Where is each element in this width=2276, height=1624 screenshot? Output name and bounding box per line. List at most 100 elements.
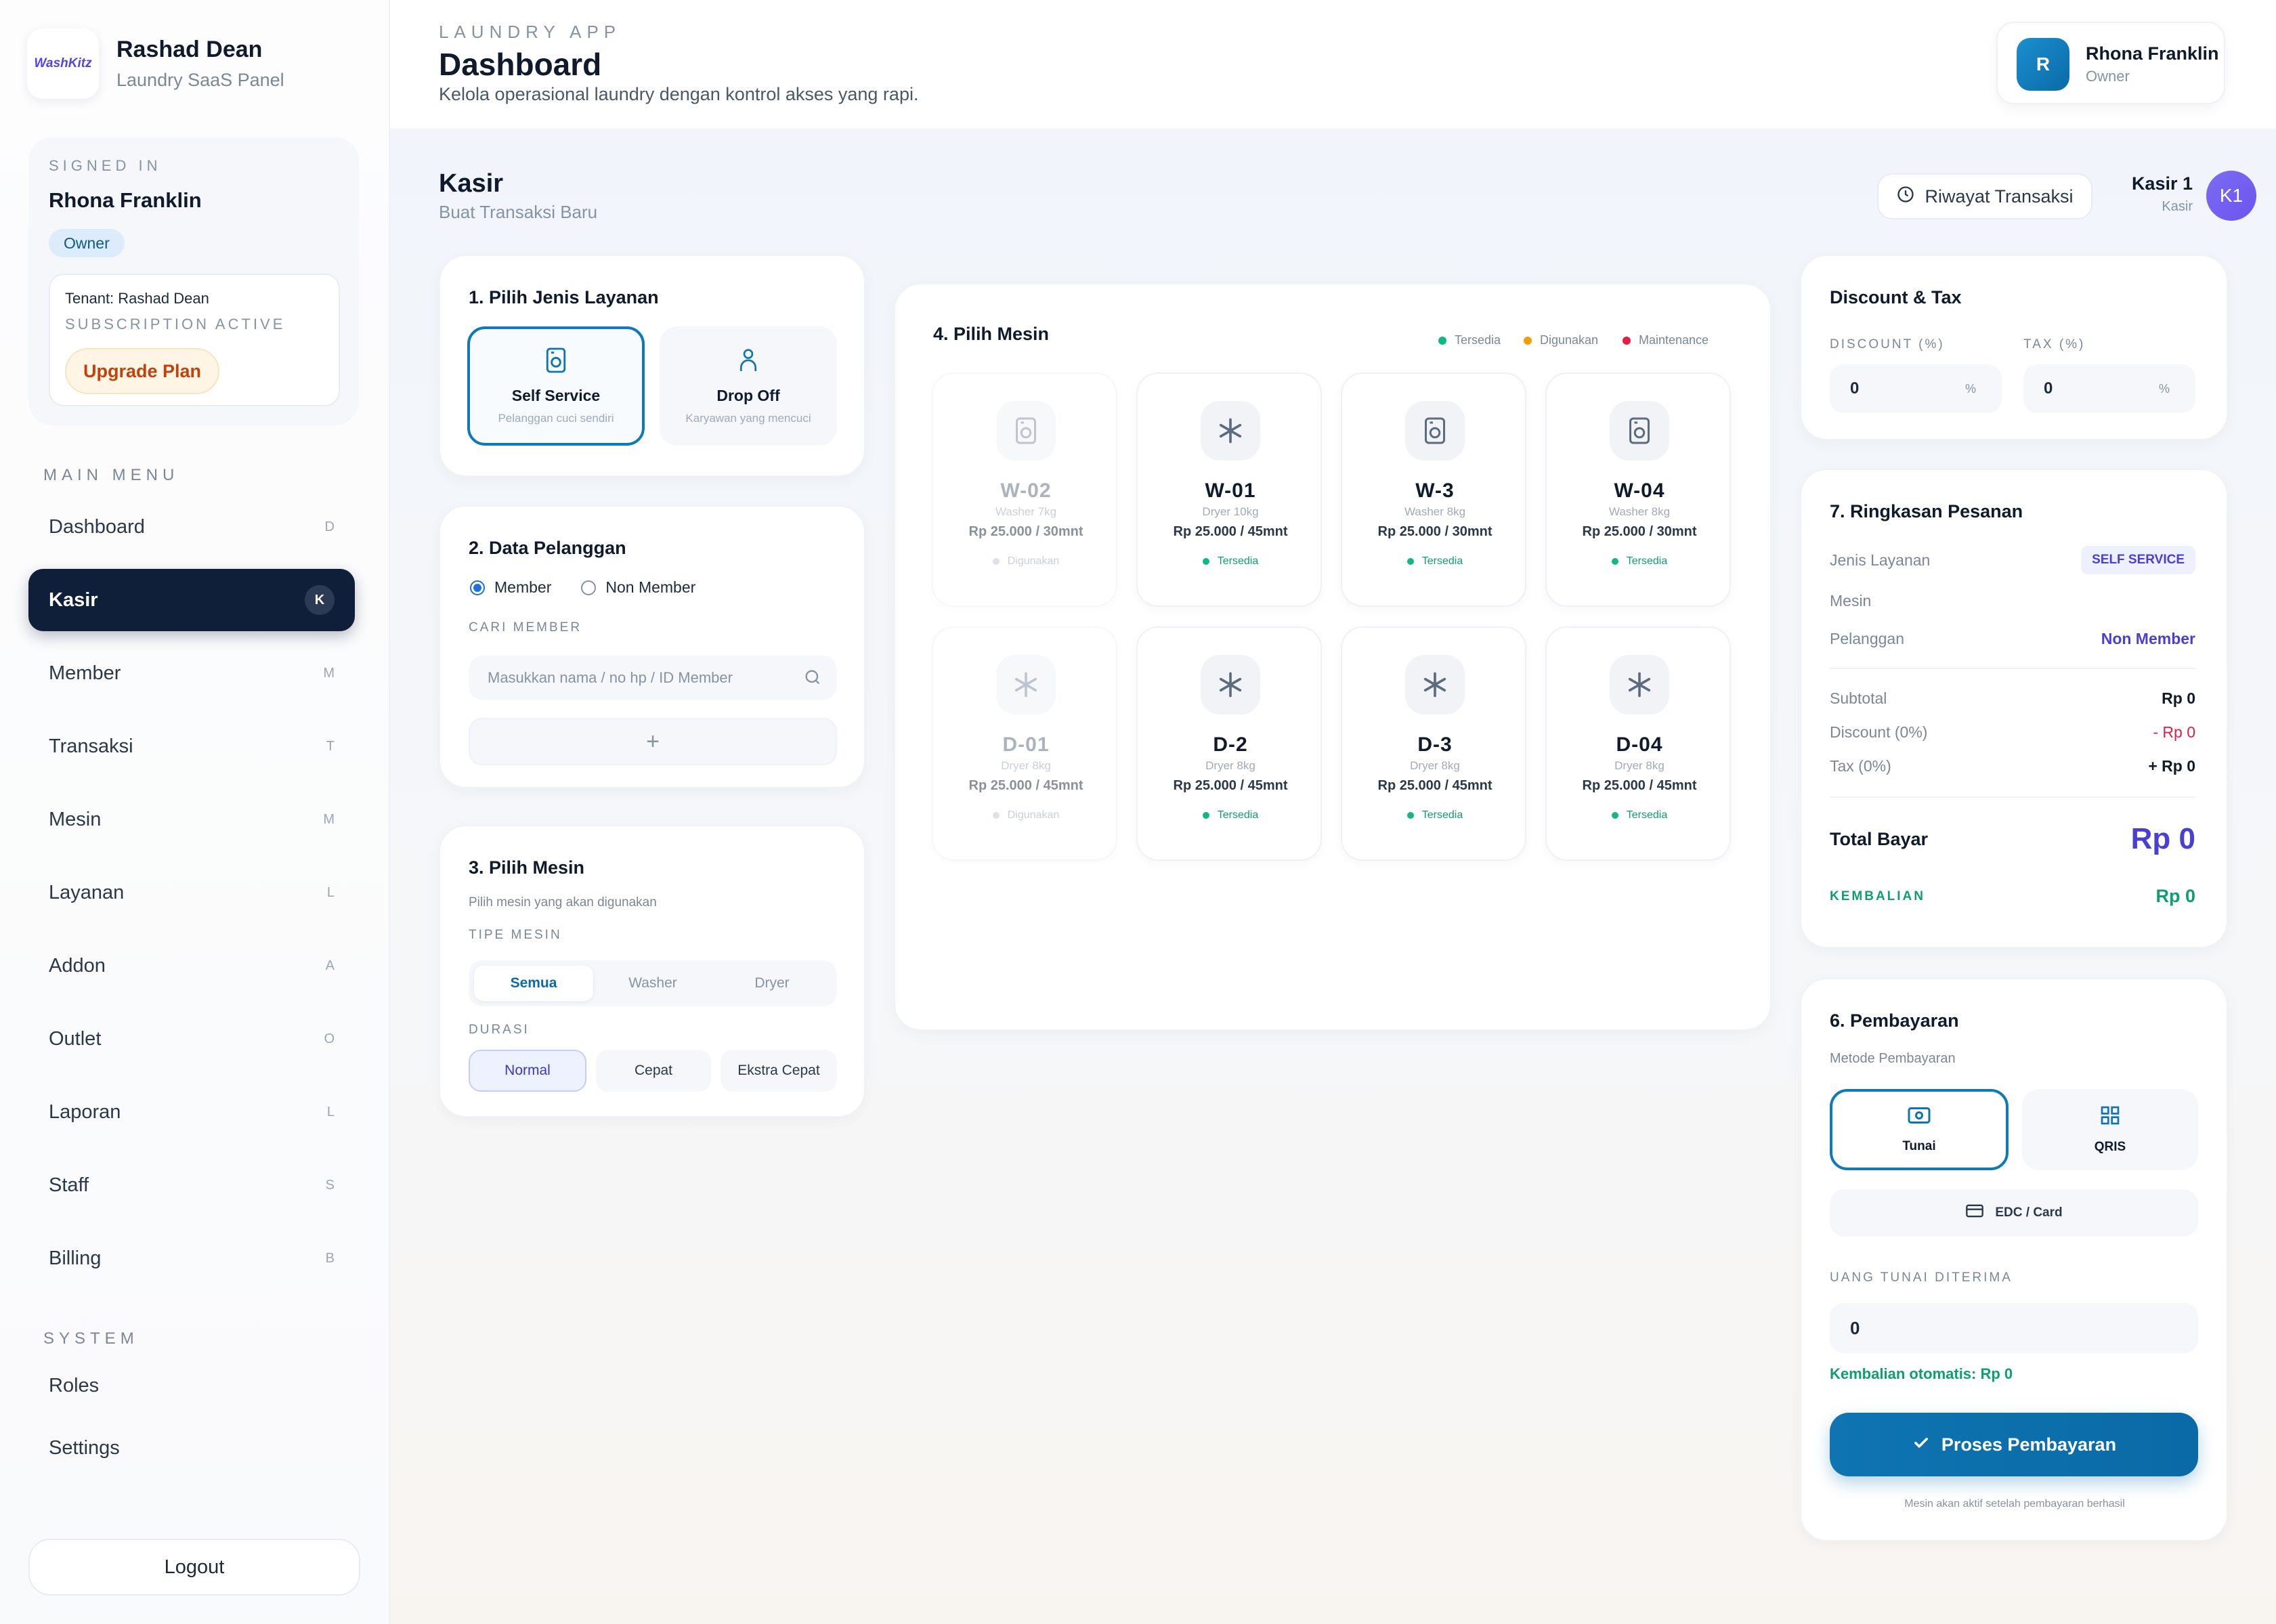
member-search-input[interactable]	[469, 656, 837, 700]
machine-card[interactable]: W-04 Washer 8kg Rp 25.000 / 30mnt Tersed…	[1545, 372, 1731, 607]
upgrade-plan-button[interactable]: Upgrade Plan	[65, 348, 219, 394]
card-title: Discount & Tax	[1830, 287, 1962, 307]
card-icon	[1965, 1203, 1984, 1222]
machine-spec: Dryer 8kg	[1001, 759, 1051, 772]
machine-price: Rp 25.000 / 30mnt	[1377, 524, 1493, 539]
service-option-drop-off[interactable]: Drop Off Karyawan yang mencuci	[660, 326, 837, 446]
machine-card[interactable]: D-04 Dryer 8kg Rp 25.000 / 45mnt Tersedi…	[1545, 626, 1731, 861]
machine-card[interactable]: W-01 Dryer 10kg Rp 25.000 / 45mnt Tersed…	[1136, 372, 1322, 607]
shortcut-key: D	[324, 519, 335, 534]
sidebar: WashKitz Rashad Dean Laundry SaaS Panel …	[0, 0, 390, 1624]
machine-card[interactable]: D-2 Dryer 8kg Rp 25.000 / 45mnt Tersedia	[1136, 626, 1322, 861]
dryer-icon	[1405, 655, 1465, 714]
user-menu[interactable]: R Rhona Franklin Owner	[1996, 22, 2225, 104]
sidebar-item-layanan[interactable]: Layanan L	[28, 861, 355, 924]
non-member-radio-label: Non Member	[605, 578, 696, 596]
cashier-avatar[interactable]: K1	[2206, 171, 2256, 221]
signed-in-name: Rhona Franklin	[49, 188, 202, 212]
brand: WashKitz Rashad Dean Laundry SaaS Panel	[27, 28, 284, 99]
machine-type-dryer[interactable]: Dryer	[754, 975, 790, 991]
change-value: Rp 0	[2155, 886, 2195, 906]
cash-received-input[interactable]: 0	[1830, 1303, 2198, 1353]
sidebar-item-label: Member	[49, 662, 121, 684]
summary-machine-row: Mesin	[1830, 592, 2195, 610]
sidebar-item-label: Layanan	[49, 881, 125, 903]
process-payment-button[interactable]: Proses Pembayaran	[1830, 1413, 2198, 1476]
duration-normal[interactable]: Normal	[469, 1050, 586, 1092]
machine-type-washer[interactable]: Washer	[628, 975, 677, 991]
service-description: Pelanggan cuci sendiri	[498, 412, 614, 425]
transaction-history-button[interactable]: Riwayat Transaksi	[1877, 173, 2092, 219]
tax-value: 0	[2044, 379, 2053, 398]
shortcut-key: L	[326, 884, 335, 900]
sidebar-item-label: Staff	[49, 1174, 89, 1196]
duration-extra-fast[interactable]: Ekstra Cepat	[721, 1050, 837, 1092]
machine-card[interactable]: D-3 Dryer 8kg Rp 25.000 / 45mnt Tersedia	[1341, 626, 1526, 861]
summary-label: Tax (0%)	[1830, 757, 1891, 775]
machine-status: Tersedia	[1138, 809, 1323, 821]
washer-icon	[544, 347, 567, 377]
logout-button[interactable]: Logout	[28, 1539, 360, 1596]
sidebar-item-addon[interactable]: Addon A	[28, 935, 355, 997]
check-icon	[1912, 1433, 1931, 1457]
sidebar-item-member[interactable]: Member M	[28, 642, 355, 704]
avatar: R	[2017, 38, 2069, 91]
service-description: Karyawan yang mencuci	[685, 412, 811, 425]
duration-label: DURASI	[469, 1023, 530, 1037]
machine-price: Rp 25.000 / 45mnt	[1173, 778, 1288, 793]
duration-fast[interactable]: Cepat	[596, 1050, 711, 1092]
machine-card[interactable]: W-3 Washer 8kg Rp 25.000 / 30mnt Tersedi…	[1341, 372, 1526, 607]
tax-input[interactable]: 0 %	[2023, 364, 2195, 413]
summary-value: + Rp 0	[2148, 757, 2195, 775]
sidebar-item-mesin[interactable]: Mesin M	[28, 788, 355, 851]
machine-type-all[interactable]: Semua	[474, 966, 593, 1001]
non-member-radio[interactable]	[581, 580, 597, 595]
machine-card[interactable]: W-02 Washer 7kg Rp 25.000 / 30mnt Diguna…	[932, 372, 1117, 607]
qr-grid-icon	[2099, 1105, 2121, 1130]
sidebar-item-label: Addon	[49, 954, 106, 977]
sidebar-item-staff[interactable]: Staff S	[28, 1154, 355, 1216]
search-icon[interactable]	[803, 668, 822, 690]
summary-label: Discount (0%)	[1830, 723, 1928, 741]
service-option-self-service[interactable]: Self Service Pelanggan cuci sendiri	[467, 326, 645, 446]
machine-spec: Dryer 8kg	[1410, 759, 1460, 772]
shortcut-key: B	[325, 1250, 335, 1266]
sidebar-item-dashboard[interactable]: Dashboard D	[28, 496, 355, 558]
percent-unit: %	[2158, 382, 2170, 396]
machines-card: 4. Pilih Mesin Tersedia Digunakan Mainte…	[894, 283, 1772, 1031]
dryer-icon	[996, 655, 1056, 714]
card-title: 3. Pilih Mesin	[469, 857, 585, 878]
legend-label: Tersedia	[1455, 333, 1501, 347]
change-label: KEMBALIAN	[1830, 889, 1925, 903]
summary-label: Pelanggan	[1830, 630, 1904, 647]
sidebar-item-laporan[interactable]: Laporan L	[28, 1081, 355, 1143]
summary-subtotal-row: Subtotal Rp 0	[1830, 689, 2195, 708]
payment-method-qris[interactable]: QRIS	[2022, 1089, 2198, 1170]
machine-spec: Washer 8kg	[1404, 505, 1466, 518]
payment-method-cash[interactable]: Tunai	[1830, 1089, 2009, 1170]
sidebar-item-roles[interactable]: Roles	[28, 1354, 355, 1417]
sidebar-item-kasir[interactable]: Kasir K	[28, 569, 355, 631]
card-title: 7. Ringkasan Pesanan	[1830, 501, 2023, 521]
shortcut-key: T	[326, 738, 335, 754]
brand-subtitle: Laundry SaaS Panel	[116, 70, 284, 90]
add-member-button[interactable]: +	[469, 718, 837, 765]
sidebar-item-outlet[interactable]: Outlet O	[28, 1008, 355, 1070]
cashier-role: Kasir	[2162, 199, 2193, 214]
sidebar-item-label: Laporan	[49, 1101, 121, 1123]
sidebar-item-settings[interactable]: Settings	[28, 1417, 355, 1479]
discount-input[interactable]: 0 %	[1830, 364, 2002, 413]
divider	[1830, 668, 2195, 669]
sidebar-item-billing[interactable]: Billing B	[28, 1227, 355, 1289]
payment-card: 6. Pembayaran Metode Pembayaran Tunai QR…	[1800, 978, 2228, 1541]
shortcut-key: A	[325, 958, 335, 973]
member-radio[interactable]	[470, 580, 485, 595]
payment-method-label: QRIS	[2094, 1140, 2126, 1154]
machine-code: D-01	[1002, 733, 1050, 756]
payment-method-edc[interactable]: EDC / Card	[1830, 1189, 2198, 1237]
sidebar-item-label: Kasir	[49, 589, 98, 611]
shortcut-key: K	[305, 585, 335, 615]
machine-card[interactable]: D-01 Dryer 8kg Rp 25.000 / 45mnt Digunak…	[932, 626, 1117, 861]
shortcut-key: S	[325, 1177, 335, 1193]
sidebar-item-transaksi[interactable]: Transaksi T	[28, 715, 355, 777]
